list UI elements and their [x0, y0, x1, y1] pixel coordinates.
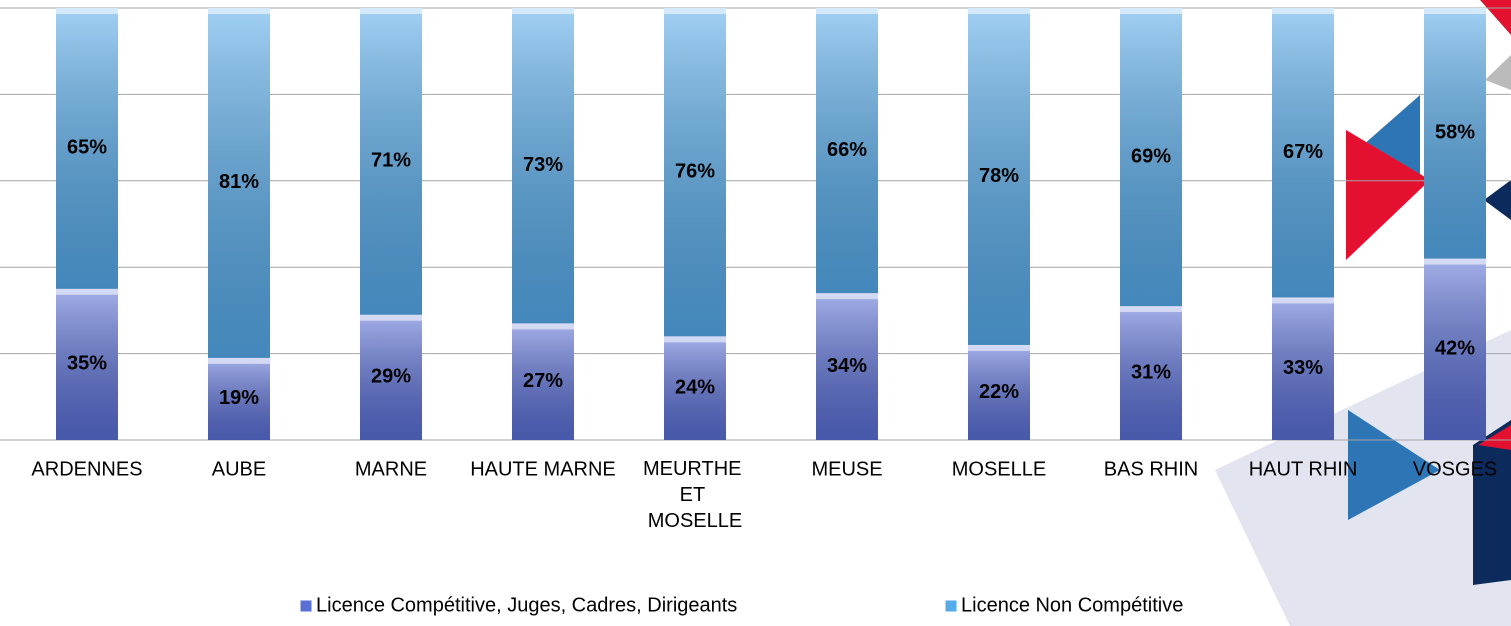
legend-swatch [300, 600, 312, 612]
data-label: 19% [219, 387, 259, 409]
x-tick-label: MOSELLE [952, 458, 1046, 480]
legend-swatch [945, 600, 957, 612]
data-label: 65% [67, 137, 107, 159]
x-tick-label: ARDENNES [31, 458, 142, 480]
bar-bevel [208, 8, 270, 14]
data-label: 24% [675, 376, 715, 398]
data-label: 27% [523, 370, 563, 392]
chart: 35% 65% ARDENNES 19% 81% AUBE 29% 71% MARNE 27% 73… [0, 0, 1511, 626]
bar-bevel [664, 8, 726, 14]
data-label: 69% [1131, 145, 1171, 167]
data-label: 29% [371, 366, 411, 388]
data-label: 33% [1283, 357, 1323, 379]
x-tick-label: MEUSE [811, 458, 882, 480]
bar-bevel [1272, 8, 1334, 14]
x-tick-label: MARNE [355, 458, 427, 480]
data-label: 58% [1435, 122, 1475, 144]
bar-bevel [816, 8, 878, 14]
bar-bevel [360, 8, 422, 14]
data-label: 42% [1435, 338, 1475, 360]
bar-bevel [968, 8, 1030, 14]
bar-bevel [56, 289, 118, 295]
x-tick-label: AUBE [212, 458, 266, 480]
data-label: 81% [219, 171, 259, 193]
bar-bevel [56, 8, 118, 14]
x-tick-label: HAUTE MARNE [470, 458, 616, 480]
bar-bevel [816, 293, 878, 299]
bar-bevel [1120, 306, 1182, 312]
x-tick-label: HAUT RHIN [1249, 458, 1358, 480]
bar-bevel [512, 323, 574, 329]
page: {"chart_data": {"type": "stacked_bar", "… [0, 0, 1511, 626]
bar-bevel [512, 8, 574, 14]
data-label: 76% [675, 160, 715, 182]
data-label: 67% [1283, 141, 1323, 163]
legend-label: Licence Compétitive, Juges, Cadres, Diri… [316, 594, 737, 616]
data-label: 22% [979, 381, 1019, 403]
data-label: 35% [67, 353, 107, 375]
bar-bevel [968, 345, 1030, 351]
bar-bevel [1120, 8, 1182, 14]
bar-bevel [1424, 259, 1486, 265]
data-label: 73% [523, 154, 563, 176]
x-tick-label: BAS RHIN [1104, 458, 1198, 480]
x-tick-label: VOSGES [1413, 458, 1497, 480]
data-label: 78% [979, 165, 1019, 187]
data-label: 66% [827, 139, 867, 161]
bar-bevel [360, 315, 422, 321]
data-label: 31% [1131, 361, 1171, 383]
legend-label: Licence Non Compétitive [961, 594, 1183, 616]
data-label: 71% [371, 150, 411, 172]
bar-bevel [664, 336, 726, 342]
bar-bevel [208, 358, 270, 364]
data-label: 34% [827, 355, 867, 377]
bar-bevel [1272, 297, 1334, 303]
bar-bevel [1424, 8, 1486, 14]
x-tick-label: MEURTHE ET MOSELLE [643, 458, 747, 532]
